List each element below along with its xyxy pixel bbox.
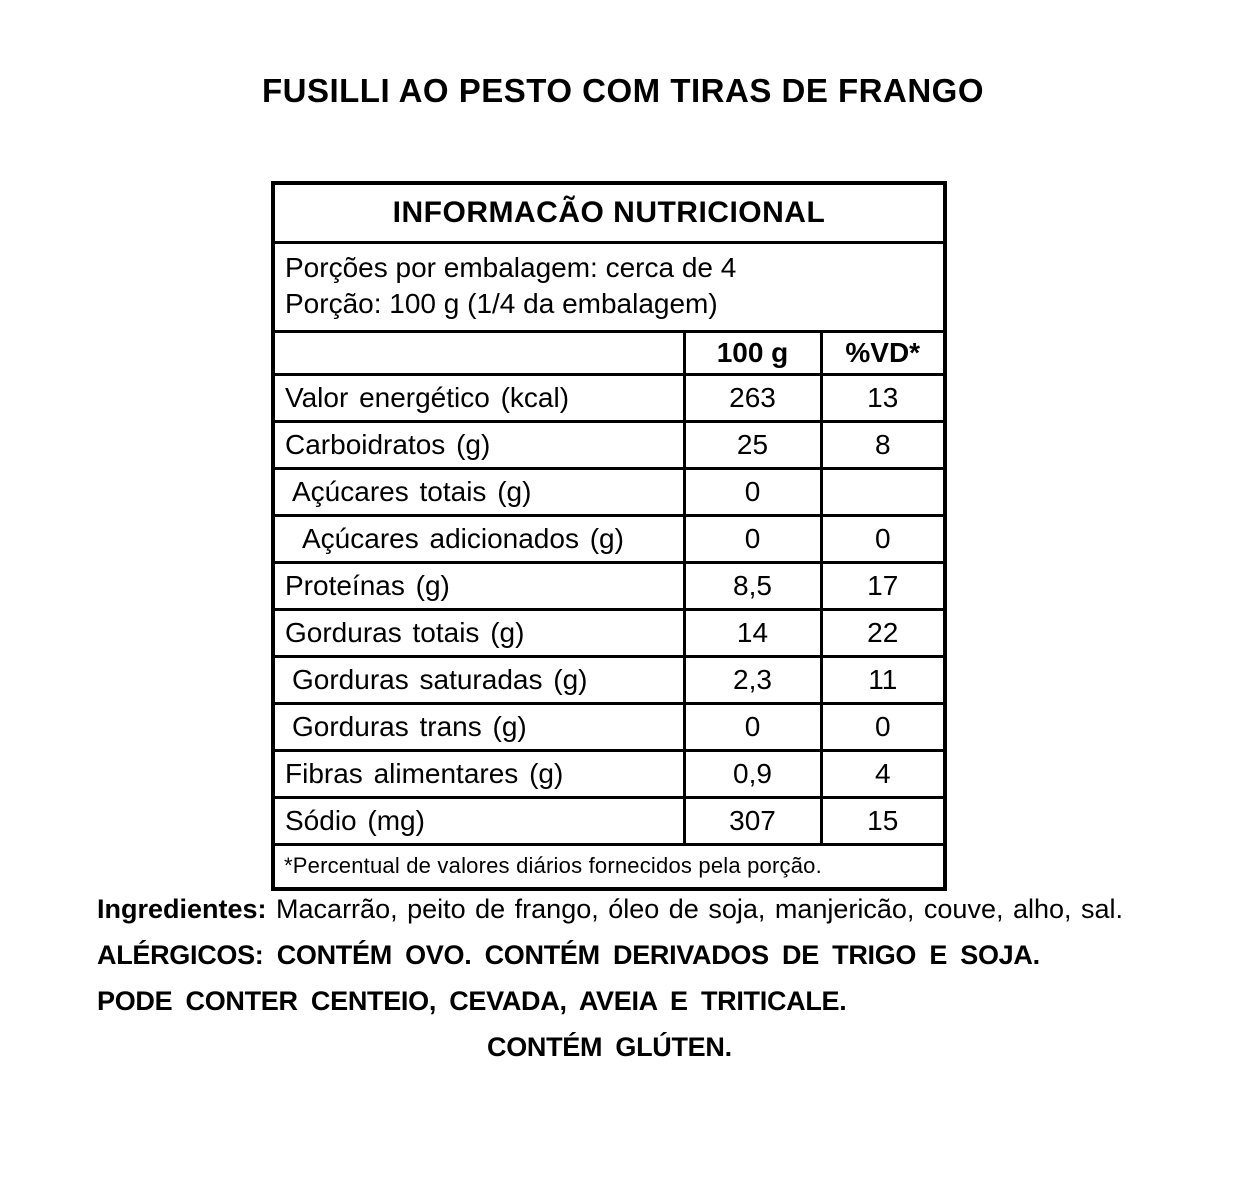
column-header-dv: %VD* <box>819 330 947 376</box>
ingredients-line: Ingredientes: Macarrão, peito de frango,… <box>97 893 1207 926</box>
allergen-line-1: ALÉRGICOS: CONTÉM OVO. CONTÉM DERIVADOS … <box>97 940 1040 970</box>
column-header-amount: 100 g <box>682 330 823 376</box>
nutrient-row: Açúcares adicionados (g) 0 0 <box>271 514 947 564</box>
nutrient-label: Gorduras trans (g) <box>271 702 686 752</box>
nutrient-amount: 0 <box>682 467 823 517</box>
gluten-line: CONTÉM GLÚTEN. <box>487 1032 732 1062</box>
nutrient-label: Gorduras saturadas (g) <box>271 655 686 705</box>
nutrition-table-body: INFORMACÃO NUTRICIONAL Porções por embal… <box>271 181 947 891</box>
nutrient-label: Sódio (mg) <box>271 796 686 846</box>
nutrient-dv: 13 <box>819 373 947 423</box>
nutrient-label: Proteínas (g) <box>271 561 686 611</box>
table-title: INFORMACÃO NUTRICIONAL <box>271 181 947 244</box>
nutrient-row: Gorduras totais (g) 14 22 <box>271 608 947 658</box>
nutrient-dv: 11 <box>819 655 947 705</box>
nutrient-amount: 8,5 <box>682 561 823 611</box>
footnote-row: *Percentual de valores diários fornecido… <box>271 843 947 891</box>
nutrient-label: Açúcares totais (g) <box>271 467 686 517</box>
nutrient-dv: 0 <box>819 514 947 564</box>
nutrient-dv <box>819 467 947 517</box>
serving-info-row: Porções por embalagem: cerca de 4 Porção… <box>271 241 947 333</box>
ingredients-text: Macarrão, peito de frango, óleo de soja,… <box>276 894 1124 924</box>
nutrient-row: Fibras alimentares (g) 0,9 4 <box>271 749 947 799</box>
nutrient-dv: 8 <box>819 420 947 470</box>
nutrient-dv: 22 <box>819 608 947 658</box>
nutrient-row: Carboidratos (g) 25 8 <box>271 420 947 470</box>
nutrient-label: Gorduras totais (g) <box>271 608 686 658</box>
nutrition-table: INFORMACÃO NUTRICIONAL Porções por embal… <box>271 181 947 891</box>
nutrient-amount: 25 <box>682 420 823 470</box>
nutrient-row: Gorduras trans (g) 0 0 <box>271 702 947 752</box>
nutrient-amount: 0 <box>682 514 823 564</box>
details-block: Ingredientes: Macarrão, peito de frango,… <box>97 893 1207 1077</box>
footnote: *Percentual de valores diários fornecido… <box>271 843 947 891</box>
nutrient-label: Açúcares adicionados (g) <box>271 514 686 564</box>
serving-info: Porções por embalagem: cerca de 4 Porção… <box>271 241 947 333</box>
page-title: FUSILLI AO PESTO COM TIRAS DE FRANGO <box>261 72 985 109</box>
servings-per-package: Porções por embalagem: cerca de 4 <box>285 252 737 283</box>
nutrient-row: Proteínas (g) 8,5 17 <box>271 561 947 611</box>
serving-size: Porção: 100 g (1/4 da embalagem) <box>285 288 718 319</box>
nutrient-dv: 17 <box>819 561 947 611</box>
ingredients-label: Ingredientes: <box>97 894 267 924</box>
column-header-blank <box>271 330 686 376</box>
nutrient-dv: 4 <box>819 749 947 799</box>
nutrient-amount: 0,9 <box>682 749 823 799</box>
nutrient-amount: 14 <box>682 608 823 658</box>
nutrient-row: Gorduras saturadas (g) 2,3 11 <box>271 655 947 705</box>
nutrient-label: Carboidratos (g) <box>271 420 686 470</box>
nutrient-label: Fibras alimentares (g) <box>271 749 686 799</box>
nutrient-dv: 0 <box>819 702 947 752</box>
column-header-row: 100 g %VD* <box>271 330 947 376</box>
allergen-line-2: PODE CONTER CENTEIO, CEVADA, AVEIA E TRI… <box>97 986 847 1016</box>
nutrient-label: Valor energético (kcal) <box>271 373 686 423</box>
nutrient-row: Açúcares totais (g) 0 <box>271 467 947 517</box>
table-title-row: INFORMACÃO NUTRICIONAL <box>271 181 947 244</box>
nutrient-amount: 307 <box>682 796 823 846</box>
nutrient-row: Valor energético (kcal) 263 13 <box>271 373 947 423</box>
nutrient-amount: 0 <box>682 702 823 752</box>
nutrient-dv: 15 <box>819 796 947 846</box>
nutrient-amount: 2,3 <box>682 655 823 705</box>
nutrient-row: Sódio (mg) 307 15 <box>271 796 947 846</box>
nutrient-amount: 263 <box>682 373 823 423</box>
